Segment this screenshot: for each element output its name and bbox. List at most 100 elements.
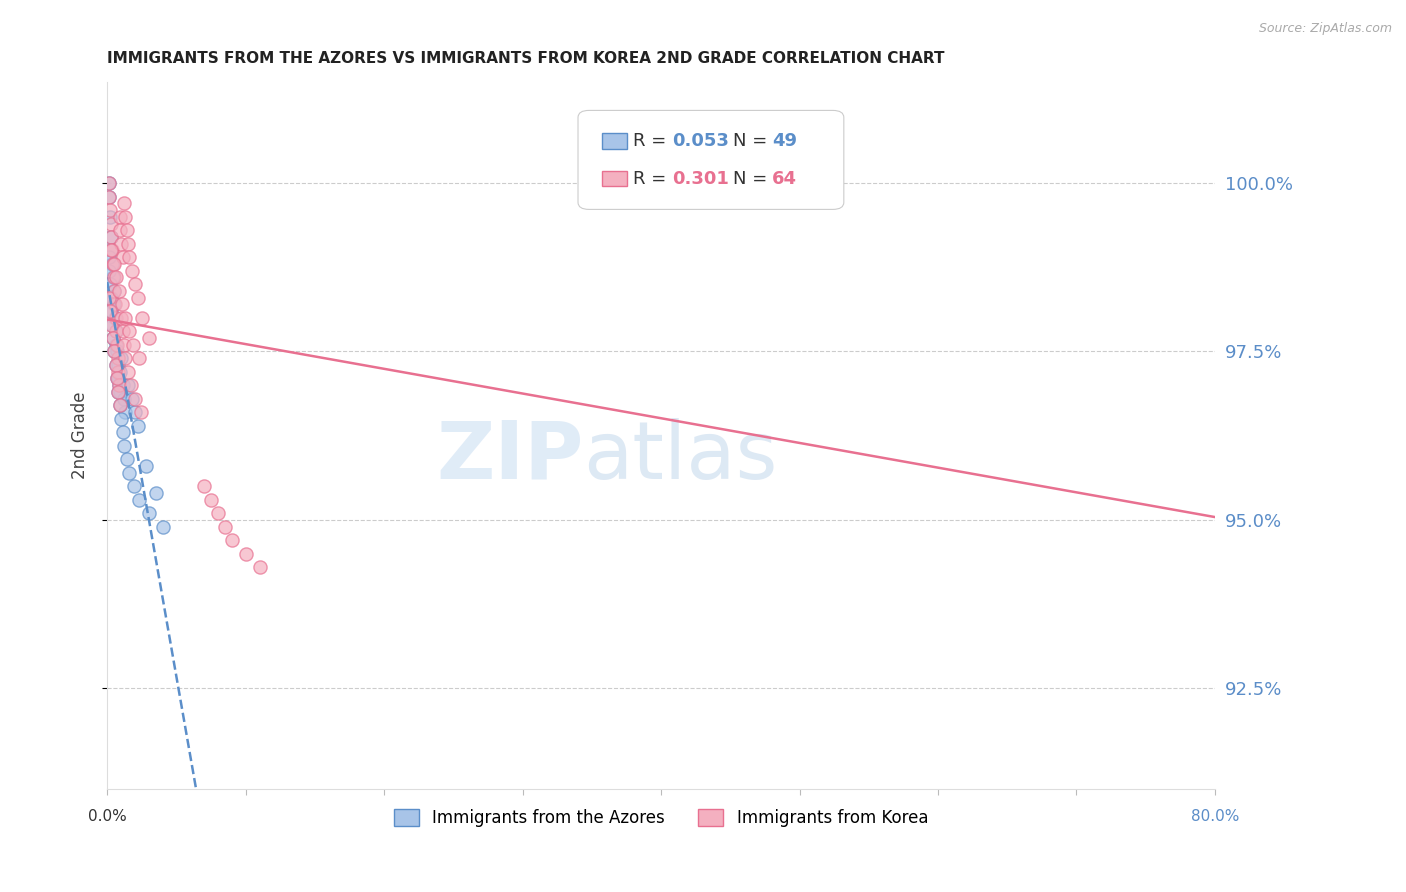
- Point: [101, 244, 124, 258]
- Point: [107, 371, 129, 385]
- Point: [108, 398, 131, 412]
- Point: [117, 365, 139, 379]
- Point: [122, 479, 145, 493]
- Point: [121, 263, 143, 277]
- Point: [110, 236, 132, 251]
- Point: [138, 506, 160, 520]
- Point: [110, 351, 132, 366]
- Point: [104, 310, 127, 325]
- Point: [124, 405, 146, 419]
- Point: [101, 270, 124, 285]
- Point: [103, 344, 125, 359]
- Point: [122, 338, 145, 352]
- Point: [111, 297, 134, 311]
- Text: 0.301: 0.301: [672, 169, 730, 187]
- Point: [108, 378, 131, 392]
- Point: [105, 270, 128, 285]
- Point: [105, 344, 128, 359]
- Point: [118, 324, 141, 338]
- Point: [101, 331, 124, 345]
- Point: [105, 324, 128, 338]
- Point: [110, 310, 132, 325]
- Point: [108, 398, 131, 412]
- Point: [101, 331, 124, 345]
- Point: [98, 203, 121, 218]
- Point: [110, 365, 132, 379]
- Point: [108, 284, 131, 298]
- Point: [98, 210, 121, 224]
- Point: [97, 291, 120, 305]
- Point: [108, 210, 131, 224]
- Text: 80.0%: 80.0%: [1191, 809, 1239, 824]
- Point: [101, 257, 124, 271]
- Point: [718, 176, 741, 190]
- Point: [110, 412, 132, 426]
- Point: [104, 324, 127, 338]
- Point: [98, 189, 121, 203]
- Text: 0.053: 0.053: [672, 132, 730, 150]
- Point: [145, 486, 167, 500]
- Text: ZIP: ZIP: [436, 417, 583, 496]
- Text: IMMIGRANTS FROM THE AZORES VS IMMIGRANTS FROM KOREA 2ND GRADE CORRELATION CHART: IMMIGRANTS FROM THE AZORES VS IMMIGRANTS…: [107, 51, 945, 66]
- Point: [121, 392, 143, 406]
- Point: [105, 371, 128, 385]
- Point: [115, 223, 138, 237]
- Text: R =: R =: [633, 132, 672, 150]
- Point: [128, 492, 150, 507]
- Point: [100, 244, 122, 258]
- Text: N =: N =: [733, 132, 773, 150]
- Point: [118, 466, 141, 480]
- Point: [107, 384, 129, 399]
- Point: [100, 304, 122, 318]
- Point: [104, 358, 127, 372]
- Point: [107, 351, 129, 366]
- Point: [138, 331, 160, 345]
- Point: [112, 196, 135, 211]
- Point: [112, 392, 135, 406]
- Point: [117, 236, 139, 251]
- Point: [112, 338, 135, 352]
- Point: [108, 384, 131, 399]
- Point: [214, 519, 236, 533]
- Point: [124, 277, 146, 292]
- Point: [103, 344, 125, 359]
- Point: [235, 547, 257, 561]
- Point: [127, 291, 149, 305]
- Point: [117, 378, 139, 392]
- Point: [111, 425, 134, 440]
- Point: [111, 250, 134, 264]
- FancyBboxPatch shape: [602, 134, 627, 149]
- Point: [98, 277, 121, 292]
- Point: [97, 250, 120, 264]
- Text: Source: ZipAtlas.com: Source: ZipAtlas.com: [1258, 22, 1392, 36]
- Point: [103, 284, 125, 298]
- Text: 49: 49: [772, 132, 797, 150]
- Point: [101, 318, 124, 332]
- Legend: Immigrants from the Azores, Immigrants from Korea: Immigrants from the Azores, Immigrants f…: [387, 803, 935, 834]
- Point: [118, 250, 141, 264]
- Text: R =: R =: [633, 169, 672, 187]
- Point: [107, 358, 129, 372]
- Point: [108, 378, 131, 392]
- Point: [98, 189, 121, 203]
- Point: [107, 384, 129, 399]
- FancyBboxPatch shape: [602, 170, 627, 186]
- Point: [100, 230, 122, 244]
- Point: [114, 210, 136, 224]
- Text: N =: N =: [733, 169, 773, 187]
- Point: [131, 310, 153, 325]
- Point: [115, 452, 138, 467]
- Point: [97, 176, 120, 190]
- Point: [127, 418, 149, 433]
- Point: [100, 217, 122, 231]
- Point: [97, 176, 120, 190]
- Point: [98, 263, 121, 277]
- Point: [114, 351, 136, 366]
- Text: atlas: atlas: [583, 417, 778, 496]
- Point: [100, 230, 122, 244]
- Point: [111, 324, 134, 338]
- Point: [114, 405, 136, 419]
- Point: [110, 223, 132, 237]
- Point: [129, 405, 152, 419]
- Point: [152, 519, 174, 533]
